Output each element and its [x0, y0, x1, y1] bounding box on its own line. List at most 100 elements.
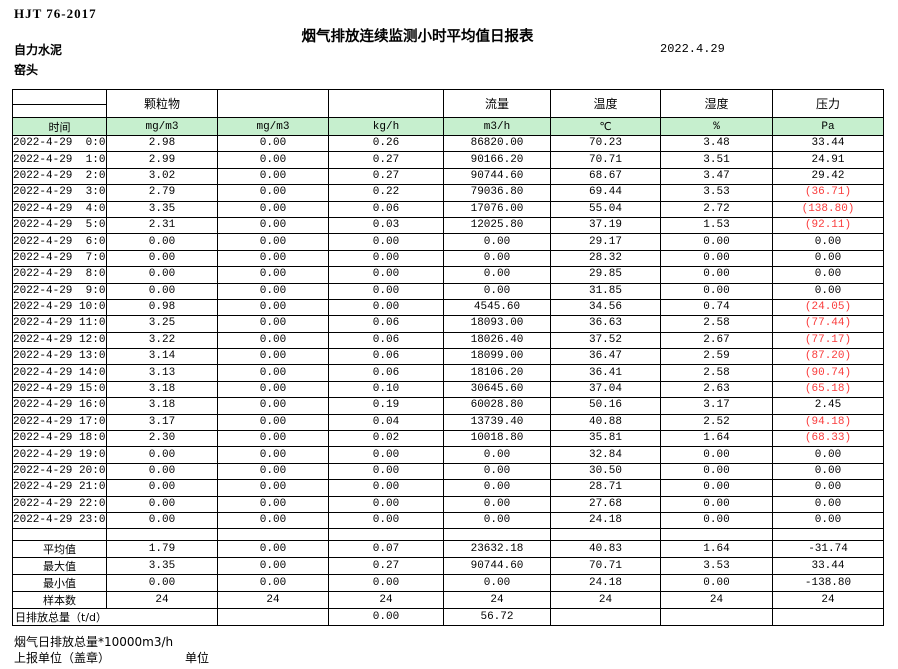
time-cell: 2022-4-29 2:00	[12, 167, 107, 186]
value-cell: 0.00	[328, 266, 444, 284]
value-cell: 0.00	[660, 233, 773, 251]
column-group-header	[328, 89, 444, 118]
spacer-cell	[328, 528, 444, 542]
value-cell: 0.00	[772, 249, 884, 268]
summary-value-cell: 24	[106, 591, 218, 610]
value-cell: 2.67	[660, 331, 773, 350]
value-cell: 24.91	[772, 151, 884, 169]
value-cell: 0.00	[660, 495, 773, 513]
value-cell: 0.00	[217, 380, 329, 399]
value-cell: 79036.80	[443, 184, 551, 202]
value-cell: 0.06	[328, 348, 444, 366]
value-cell: 2.63	[660, 380, 773, 399]
summary-value-cell: 70.71	[550, 557, 661, 576]
column-group-header: 流量	[443, 89, 551, 118]
value-cell: 12025.80	[443, 216, 551, 235]
value-cell: 0.00	[660, 479, 773, 497]
summary-value-cell: 3.53	[660, 557, 773, 576]
station-name: 窑头	[14, 63, 39, 77]
value-cell: 0.00	[328, 249, 444, 268]
table-row: 2022-4-29 3:00 2.79 0.00 0.22 79036.80 69.44 3…	[12, 184, 884, 202]
report-table-body: 颗粒物 流量 温度 湿度 压力 时间 mg/m3 mg/m3 kg/h m3/h ℃% Pa 2022-…	[12, 89, 884, 627]
value-cell: 0.10	[328, 380, 444, 399]
value-cell: 0.00	[660, 462, 773, 481]
value-cell: 0.00	[443, 446, 551, 464]
page-title: 烟气排放连续监测小时平均值日报表	[301, 29, 534, 45]
value-cell: 0.00	[328, 479, 444, 497]
table-row: 2022-4-29 15:00 3.18 0.00 0.10 30645.60 37.04…	[12, 380, 884, 399]
value-cell: 0.00	[328, 298, 444, 317]
value-cell: 0.00	[217, 298, 329, 317]
time-cell: 2022-4-29 10:00	[12, 298, 107, 317]
value-cell: 0.00	[772, 282, 884, 300]
table-row: 2022-4-29 8:00 0.00 0.00 0.00 0.00 29.85 0.00 0…	[12, 266, 884, 284]
table-row: 2022-4-29 19:00 0.00 0.00 0.00 0.00 32.84 0.00…	[12, 446, 884, 464]
value-cell: 29.42	[772, 167, 884, 186]
table-row: 2022-4-29 1:00 2.99 0.00 0.27 90166.20 70.71 3…	[12, 151, 884, 169]
spacer-cell	[106, 528, 218, 542]
summary-value-cell: -31.74	[772, 540, 884, 559]
value-cell: 18106.20	[443, 364, 551, 382]
value-cell: (138.80)	[772, 200, 884, 218]
value-cell: 18026.40	[443, 331, 551, 350]
value-cell: 0.06	[328, 364, 444, 382]
summary-value-cell: 0.00	[217, 574, 329, 593]
value-cell: 0.00	[328, 495, 444, 513]
value-cell: (87.20)	[772, 348, 884, 366]
value-cell: 40.88	[550, 413, 661, 432]
value-cell: 50.16	[550, 397, 661, 415]
value-cell: 2.58	[660, 315, 773, 333]
value-cell: 3.17	[106, 413, 218, 432]
summary-value-cell: 0.07	[328, 540, 444, 559]
summary-value-cell: 24	[660, 591, 773, 610]
value-cell: 0.00	[772, 479, 884, 497]
summary-value-cell: 0.00	[217, 557, 329, 576]
value-cell: 0.00	[660, 266, 773, 284]
value-cell: 28.32	[550, 249, 661, 268]
daily-total-label: 日排放总量（t/d）	[12, 608, 218, 627]
value-cell: 2.59	[660, 348, 773, 366]
value-cell: 0.00	[217, 430, 329, 448]
value-cell: 0.00	[328, 446, 444, 464]
reporting-unit-label: 上报单位（盖章）	[14, 651, 111, 665]
summary-value-cell: 33.44	[772, 557, 884, 576]
value-cell: 0.00	[217, 216, 329, 235]
value-cell: 0.00	[106, 462, 218, 481]
value-cell: 30.50	[550, 462, 661, 481]
value-cell: 0.00	[443, 249, 551, 268]
value-cell: 0.98	[106, 298, 218, 317]
time-cell: 2022-4-29 4:00	[12, 200, 107, 218]
value-cell: 0.00	[660, 249, 773, 268]
summary-label: 平均值	[12, 540, 107, 559]
spacer-cell	[443, 528, 551, 542]
table-row: 2022-4-29 0:00 2.98 0.00 0.26 86820.00 70.23 3…	[12, 134, 884, 153]
value-cell: 2.58	[660, 364, 773, 382]
value-cell: 3.17	[660, 397, 773, 415]
table-row: 2022-4-29 11:00 3.25 0.00 0.06 18093.00 36.63…	[12, 315, 884, 333]
value-cell: 0.00	[443, 479, 551, 497]
spacer-cell	[772, 528, 884, 542]
value-cell: 3.14	[106, 348, 218, 366]
value-cell: 90166.20	[443, 151, 551, 169]
time-cell: 2022-4-29 6:00	[12, 233, 107, 251]
time-cell: 2022-4-29 8:00	[12, 266, 107, 284]
value-cell: 29.85	[550, 266, 661, 284]
company-name: 自力水泥	[14, 43, 63, 57]
table-row: 2022-4-29 21:00 0.00 0.00 0.00 0.00 28.71 0.00…	[12, 479, 884, 497]
value-cell: (77.17)	[772, 331, 884, 350]
table-row: 2022-4-29 20:00 0.00 0.00 0.00 0.00 30.50 0.00…	[12, 462, 884, 481]
time-cell: 2022-4-29 5:00	[12, 216, 107, 235]
time-cell: 2022-4-29 18:00	[12, 430, 107, 448]
summary-value-cell: 24	[550, 591, 661, 610]
table-row: 2022-4-29 23:00 0.00 0.00 0.00 0.00 24.18 0.00…	[12, 511, 884, 530]
unit-label: 单位	[185, 651, 210, 665]
value-cell: 0.00	[217, 331, 329, 350]
value-cell: (65.18)	[772, 380, 884, 399]
time-cell: 2022-4-29 0:00	[12, 134, 107, 153]
summary-value-cell: 0.00	[443, 574, 551, 593]
summary-value-cell: 24	[328, 591, 444, 610]
value-cell: 0.00	[772, 233, 884, 251]
value-cell: 36.47	[550, 348, 661, 366]
value-cell: 55.04	[550, 200, 661, 218]
value-cell: 28.71	[550, 479, 661, 497]
